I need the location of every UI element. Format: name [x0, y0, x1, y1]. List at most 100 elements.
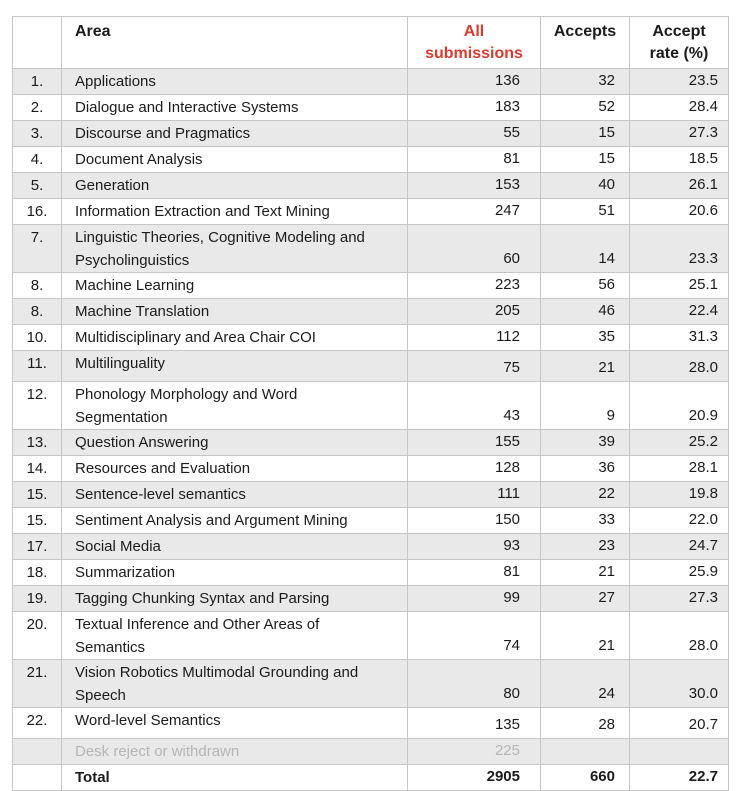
all-submissions-value: 81 — [407, 559, 541, 586]
accept-rate-value — [629, 738, 729, 765]
accepts-value: 32 — [540, 68, 630, 95]
table-row: Total 2905 660 22.7 — [12, 764, 729, 791]
submissions-table: Area All submissions Accepts Accept rate… — [12, 16, 729, 791]
accepts-value: 27 — [540, 585, 630, 612]
area-name: Word-level Semantics — [61, 707, 408, 739]
table-row: 18. Summarization 81 21 25.9 — [12, 559, 729, 586]
row-index: 16. — [12, 198, 62, 225]
all-submissions-value: 75 — [407, 350, 541, 382]
header-cell-accepts: Accepts — [540, 16, 630, 69]
accept-rate-value: 22.0 — [629, 507, 729, 534]
accepts-value: 35 — [540, 324, 630, 351]
all-submissions-value: 99 — [407, 585, 541, 612]
accept-rate-value: 30.0 — [629, 659, 729, 708]
area-name: Linguistic Theories, Cognitive Modeling … — [61, 224, 408, 273]
row-index: 22. — [12, 707, 62, 739]
accepts-value: 28 — [540, 707, 630, 739]
area-name: Dialogue and Interactive Systems — [61, 94, 408, 121]
header-label-all-submissions: All submissions — [425, 23, 523, 62]
all-submissions-value: 60 — [407, 224, 541, 273]
row-index: 15. — [12, 481, 62, 508]
row-index: 21. — [12, 659, 62, 708]
row-index: 3. — [12, 120, 62, 147]
area-name: Multilinguality — [61, 350, 408, 382]
all-submissions-value: 81 — [407, 146, 541, 173]
accept-rate-value: 20.9 — [629, 381, 729, 430]
header-label-accept-rate: Accept rate (%) — [649, 23, 709, 62]
accepts-value: 21 — [540, 611, 630, 660]
accepts-value: 660 — [540, 764, 630, 791]
all-submissions-value: 150 — [407, 507, 541, 534]
table-row: Desk reject or withdrawn 225 — [12, 738, 729, 765]
area-name: Resources and Evaluation — [61, 455, 408, 482]
accept-rate-value: 28.4 — [629, 94, 729, 121]
row-index — [12, 764, 62, 791]
row-index: 18. — [12, 559, 62, 586]
accept-rate-value: 23.3 — [629, 224, 729, 273]
area-name: Document Analysis — [61, 146, 408, 173]
accepts-value: 9 — [540, 381, 630, 430]
row-index: 20. — [12, 611, 62, 660]
accept-rate-value: 27.3 — [629, 585, 729, 612]
row-index: 13. — [12, 429, 62, 456]
all-submissions-value: 93 — [407, 533, 541, 560]
area-name: Sentiment Analysis and Argument Mining — [61, 507, 408, 534]
all-submissions-value: 128 — [407, 455, 541, 482]
area-name: Phonology Morphology and Word Segmentati… — [61, 381, 408, 430]
row-index: 10. — [12, 324, 62, 351]
area-name: Total — [61, 764, 408, 791]
area-name: Vision Robotics Multimodal Grounding and… — [61, 659, 408, 708]
table-row: 5. Generation 153 40 26.1 — [12, 172, 729, 199]
accept-rate-value: 28.0 — [629, 611, 729, 660]
table-row: 2. Dialogue and Interactive Systems 183 52 2… — [12, 94, 729, 121]
row-index: 15. — [12, 507, 62, 534]
accept-rate-value: 22.7 — [629, 764, 729, 791]
accepts-value: 21 — [540, 559, 630, 586]
row-index: 1. — [12, 68, 62, 95]
row-index: 11. — [12, 350, 62, 382]
all-submissions-value: 74 — [407, 611, 541, 660]
table-row: 12. Phonology Morphology and Word Segment… — [12, 381, 729, 430]
all-submissions-value: 111 — [407, 481, 541, 508]
table-row: 7. Linguistic Theories, Cognitive Modelin… — [12, 224, 729, 273]
row-index: 14. — [12, 455, 62, 482]
row-index: 7. — [12, 224, 62, 273]
area-name: Summarization — [61, 559, 408, 586]
accept-rate-value: 22.4 — [629, 298, 729, 325]
accept-rate-value: 20.7 — [629, 707, 729, 739]
all-submissions-value: 155 — [407, 429, 541, 456]
accept-rate-value: 20.6 — [629, 198, 729, 225]
area-name: Desk reject or withdrawn — [61, 738, 408, 765]
row-index: 8. — [12, 272, 62, 299]
table-body: 1. Applications 136 32 23.5 2. Dialogue and In… — [12, 68, 729, 791]
area-name: Discourse and Pragmatics — [61, 120, 408, 147]
all-submissions-value: 223 — [407, 272, 541, 299]
header-label-accepts: Accepts — [553, 23, 617, 40]
table-row: 19. Tagging Chunking Syntax and Parsing 99… — [12, 585, 729, 612]
table-row: 14. Resources and Evaluation 128 36 28.1 — [12, 455, 729, 482]
accept-rate-value: 25.1 — [629, 272, 729, 299]
accepts-value: 24 — [540, 659, 630, 708]
header-cell-index — [12, 16, 62, 69]
table-row: 15. Sentence-level semantics 111 22 19.8 — [12, 481, 729, 508]
accept-rate-value: 31.3 — [629, 324, 729, 351]
area-name: Social Media — [61, 533, 408, 560]
area-name: Tagging Chunking Syntax and Parsing — [61, 585, 408, 612]
accept-rate-value: 25.9 — [629, 559, 729, 586]
area-name: Textual Inference and Other Areas of Sem… — [61, 611, 408, 660]
table-row: 13. Question Answering 155 39 25.2 — [12, 429, 729, 456]
all-submissions-value: 112 — [407, 324, 541, 351]
accept-rate-value: 23.5 — [629, 68, 729, 95]
accept-rate-value: 19.8 — [629, 481, 729, 508]
table-row: 21. Vision Robotics Multimodal Grounding … — [12, 659, 729, 708]
accept-rate-value: 18.5 — [629, 146, 729, 173]
table-row: 20. Textual Inference and Other Areas of … — [12, 611, 729, 660]
area-name: Multidisciplinary and Area Chair COI — [61, 324, 408, 351]
table-row: 11. Multilinguality 75 21 28.0 — [12, 350, 729, 382]
table-row: 16. Information Extraction and Text Minin… — [12, 198, 729, 225]
accepts-value: 56 — [540, 272, 630, 299]
all-submissions-value: 183 — [407, 94, 541, 121]
table-row: 10. Multidisciplinary and Area Chair COI 1… — [12, 324, 729, 351]
row-index: 4. — [12, 146, 62, 173]
area-name: Sentence-level semantics — [61, 481, 408, 508]
